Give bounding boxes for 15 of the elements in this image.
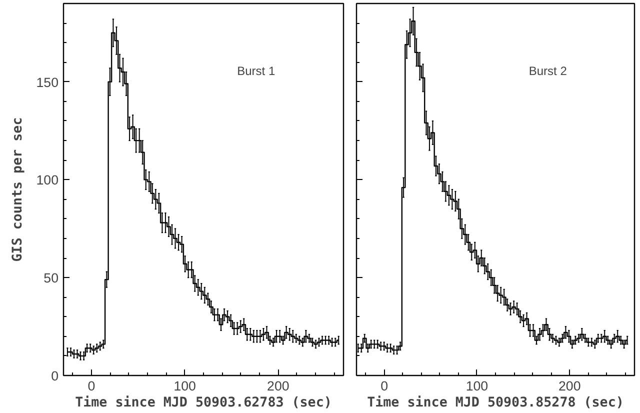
annotation: Burst 2 xyxy=(528,64,568,78)
y-axis-title: GIS counts per sec xyxy=(10,117,26,262)
x-tick-label: 200 xyxy=(267,378,290,394)
y-tick-label: 150 xyxy=(36,74,59,90)
x-tick-label: 0 xyxy=(380,378,388,394)
y-tick-label: 100 xyxy=(36,172,59,188)
x-tick-label: 0 xyxy=(88,378,96,394)
y-tick-label: 50 xyxy=(44,270,59,286)
x-axis-title: Time since MJD 50903.85278 (sec) xyxy=(367,396,624,410)
x-tick-label: 100 xyxy=(174,378,196,394)
x-tick-label: 100 xyxy=(466,378,488,394)
y-tick-label: 0 xyxy=(51,368,59,384)
x-axis-title: Time since MJD 50903.62783 (sec) xyxy=(75,396,332,410)
x-tick-label: 200 xyxy=(558,378,581,394)
annotation: Burst 1 xyxy=(237,64,276,78)
